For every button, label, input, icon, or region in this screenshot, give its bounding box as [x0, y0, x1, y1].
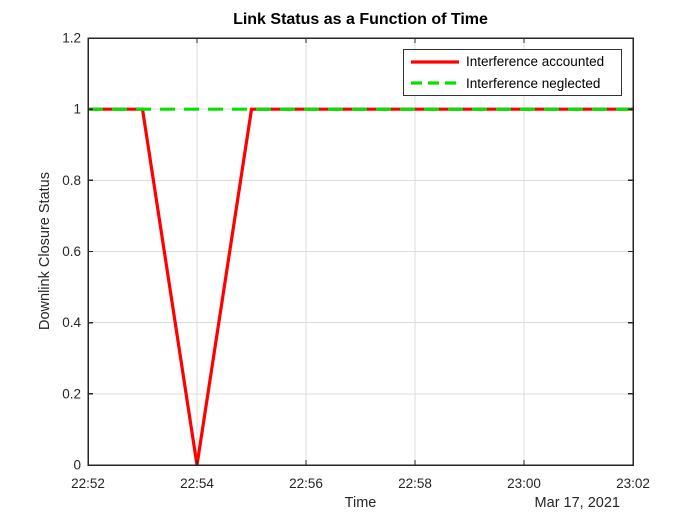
legend-item-interference-neglected: Interference neglected: [410, 73, 621, 93]
y-tick-label: 0: [73, 458, 81, 473]
y-tick-label: 0.6: [62, 244, 81, 259]
y-tick-label: 1: [73, 102, 81, 117]
x-tick-label: 22:58: [398, 476, 432, 491]
x-tick-label: 22:56: [289, 476, 323, 491]
legend-label-interference-accounted: Interference accounted: [466, 54, 605, 70]
x-tick-label: 22:54: [180, 476, 214, 491]
y-tick-label: 1.2: [62, 31, 81, 46]
x-axis-date-label: Mar 17, 2021: [534, 495, 620, 511]
series-line-interference-accounted: [88, 107, 633, 466]
legend-label-interference-neglected: Interference neglected: [466, 75, 601, 91]
x-tick-label: 23:00: [507, 476, 541, 491]
legend-box: Interference accounted Interference negl…: [403, 49, 622, 96]
y-axis-label: Downlink Closure Status: [37, 172, 53, 330]
legend-line-sample-dashed-green: [411, 81, 459, 85]
legend-item-interference-accounted: Interference accounted: [410, 52, 621, 72]
x-tick-label: 23:02: [616, 476, 650, 491]
y-tick-label: 0.4: [62, 315, 81, 330]
chart-title: Link Status as a Function of Time: [233, 11, 488, 28]
plot-border: [87, 37, 634, 466]
y-tick-label: 0.2: [62, 386, 81, 401]
x-axis-label: Time: [344, 495, 377, 511]
x-tick-label: 22:52: [71, 476, 105, 491]
legend-line-sample-solid-red: [411, 60, 459, 64]
y-tick-label: 0.8: [62, 173, 81, 188]
